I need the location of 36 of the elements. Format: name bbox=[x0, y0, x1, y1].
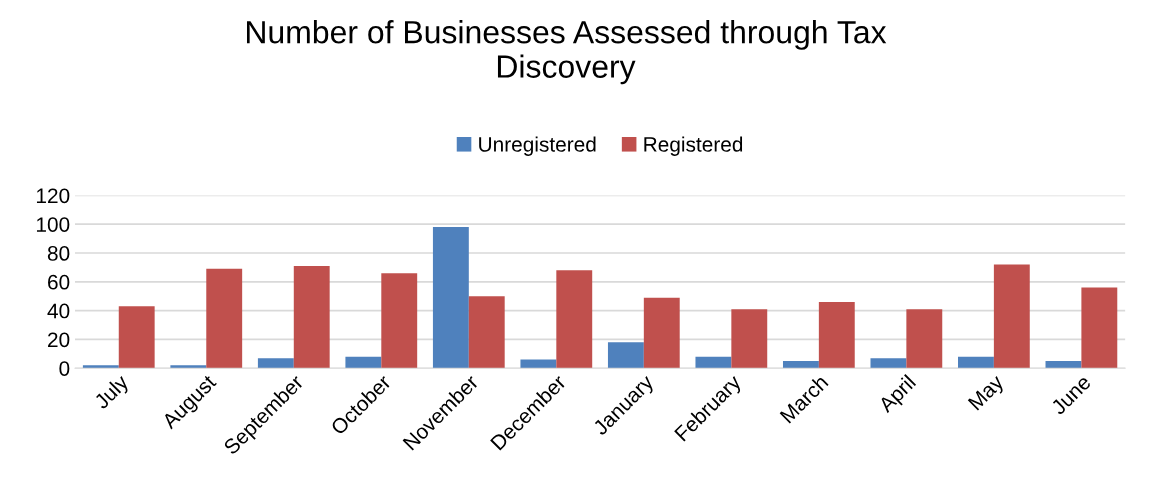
bar bbox=[818, 301, 855, 369]
bar bbox=[993, 264, 1030, 369]
bar bbox=[643, 297, 680, 369]
bar bbox=[731, 309, 768, 369]
y-tick-label: 20 bbox=[48, 332, 70, 348]
bar bbox=[293, 265, 330, 369]
bar bbox=[82, 365, 119, 369]
y-tick-label: 40 bbox=[47, 303, 70, 319]
bar bbox=[206, 268, 243, 369]
bar bbox=[118, 306, 155, 369]
bar bbox=[468, 296, 505, 369]
bar bbox=[170, 365, 207, 369]
x-tick-label: July bbox=[92, 373, 133, 413]
legend-label: Registered bbox=[644, 136, 743, 156]
bar bbox=[520, 359, 557, 369]
bar bbox=[345, 356, 382, 369]
chart-title: Number of Businesses Assessed through Tax Discovery bbox=[247, 20, 887, 85]
y-tick-label: 120 bbox=[36, 188, 70, 204]
bar bbox=[1045, 361, 1082, 369]
legend-label: Unregistered bbox=[479, 136, 596, 156]
y-tick-label: 60 bbox=[48, 274, 70, 290]
y-tick-label: 100 bbox=[36, 217, 70, 232]
bar bbox=[1081, 287, 1118, 369]
bar bbox=[870, 358, 907, 369]
x-tick-label: May bbox=[967, 373, 1008, 414]
bar bbox=[257, 358, 294, 369]
bar bbox=[607, 342, 644, 369]
bar bbox=[958, 356, 994, 369]
y-tick-label: 0 bbox=[59, 361, 70, 376]
bar bbox=[381, 273, 418, 369]
bar bbox=[906, 309, 943, 369]
y-tick-label: 80 bbox=[47, 246, 70, 261]
bar bbox=[695, 356, 732, 369]
bar bbox=[432, 227, 469, 369]
bar bbox=[556, 270, 593, 369]
bar bbox=[782, 361, 819, 369]
